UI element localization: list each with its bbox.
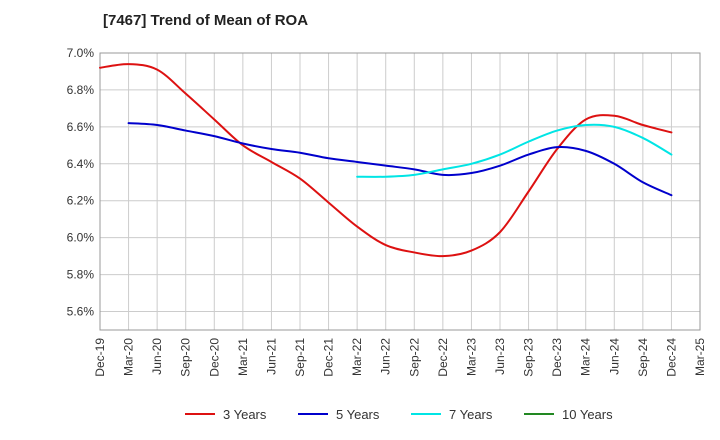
x-tick-label: Jun-24	[607, 338, 621, 375]
x-tick-label: Sep-20	[179, 338, 193, 377]
x-tick-label: Sep-23	[522, 338, 536, 377]
x-tick-label: Sep-24	[636, 338, 650, 377]
x-tick-label: Jun-20	[150, 338, 164, 375]
x-tick-label: Dec-23	[550, 338, 564, 377]
x-tick-label: Jun-21	[264, 338, 278, 375]
x-tick-label: Mar-25	[693, 338, 707, 376]
x-tick-label: Mar-20	[122, 338, 136, 376]
x-tick-label: Jun-22	[379, 338, 393, 375]
x-tick-label: Jun-23	[493, 338, 507, 375]
x-tick-label: Sep-22	[407, 338, 421, 377]
series-line-5-years	[127, 122, 673, 197]
y-tick-label: 5.8%	[67, 268, 95, 282]
x-tick-label: Mar-22	[350, 338, 364, 376]
x-tick-label: Dec-19	[93, 338, 107, 377]
plot-area-border	[99, 52, 701, 331]
x-tick-label: Mar-24	[579, 338, 593, 376]
legend-label-10-years: 10 Years	[562, 407, 613, 422]
y-tick-label: 5.6%	[67, 305, 95, 319]
y-tick-label: 6.0%	[67, 231, 95, 245]
x-tick-label: Dec-20	[207, 338, 221, 377]
chart-title: [7467] Trend of Mean of ROA	[103, 12, 309, 29]
y-tick-label: 7.0%	[67, 46, 95, 60]
x-tick-label: Dec-24	[664, 338, 678, 377]
y-tick-label: 6.6%	[67, 120, 95, 134]
x-tick-label: Dec-21	[322, 338, 336, 377]
y-tick-label: 6.8%	[67, 83, 95, 97]
y-tick-label: 6.4%	[67, 157, 95, 171]
legend-label-5-years: 5 Years	[336, 407, 380, 422]
y-tick-label: 6.2%	[67, 194, 95, 208]
x-tick-label: Mar-23	[464, 338, 478, 376]
x-tick-label: Sep-21	[293, 338, 307, 377]
legend-label-7-years: 7 Years	[449, 407, 493, 422]
x-tick-label: Dec-22	[436, 338, 450, 377]
x-tick-label: Mar-21	[236, 338, 250, 376]
legend-label-3-years: 3 Years	[223, 407, 267, 422]
series-line-7-years	[356, 123, 673, 178]
